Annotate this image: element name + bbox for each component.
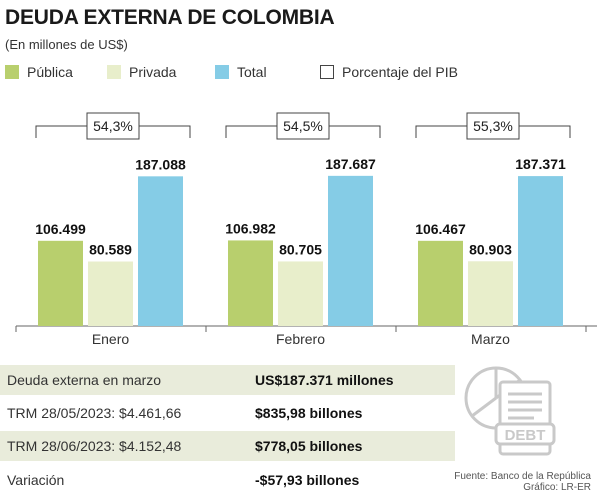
credit-line: Gráfico: LR-ER: [523, 482, 591, 493]
pib-percent-label: 54,3%: [93, 118, 133, 134]
bar-value-label: 80.903: [469, 241, 512, 257]
bar-value-label: 80.705: [279, 241, 322, 257]
chart-subtitle: (En millones de US$): [5, 37, 128, 52]
pib-percent-label: 54,5%: [283, 118, 323, 134]
bar-value-label: 187.088: [135, 156, 186, 172]
bar: [328, 175, 373, 326]
table-row-value: $778,05 billones: [255, 438, 363, 454]
debt-icon: DEBT: [464, 366, 556, 456]
legend-label-total: Total: [237, 64, 267, 80]
bar: [228, 240, 273, 326]
legend-item-publica: Pública: [5, 64, 73, 80]
table-row: TRM 28/05/2023: $4.461,66 $835,98 billon…: [0, 398, 455, 428]
x-tick-label: Febrero: [276, 331, 325, 347]
table-row-label: Variación: [7, 472, 65, 488]
bar: [468, 261, 513, 326]
pib-box: [276, 112, 330, 140]
legend-label-privada: Privada: [129, 64, 177, 80]
pib-box: [86, 112, 140, 140]
bar: [418, 240, 463, 326]
legend-label-publica: Pública: [27, 64, 73, 80]
chart-title: DEUDA EXTERNA DE COLOMBIA: [5, 6, 335, 29]
table-row-label: TRM 28/05/2023: $4.461,66: [7, 405, 182, 421]
table-row-label: TRM 28/06/2023: $4.152,48: [7, 438, 182, 454]
bar-value-label: 187.687: [325, 156, 376, 172]
x-tick-label: Marzo: [471, 331, 510, 347]
legend-item-total: Total: [215, 64, 267, 80]
debt-icon-text: DEBT: [505, 427, 546, 444]
source-line: Fuente: Banco de la República: [454, 471, 591, 482]
bar-value-label: 106.982: [225, 220, 276, 236]
legend-swatch-publica: [5, 65, 19, 79]
legend-item-privada: Privada: [107, 64, 176, 80]
source-note: Fuente: Banco de la República Gráfico: L…: [454, 471, 591, 493]
pib-percent-label: 55,3%: [473, 118, 513, 134]
legend: Pública Privada Total Porcentaje del PIB: [5, 64, 595, 82]
bar-value-label: 106.467: [415, 221, 466, 237]
bar-chart: 106.49980.589187.088Enero54,3%106.98280.…: [15, 112, 597, 347]
pib-box: [466, 112, 520, 140]
bar: [38, 240, 83, 326]
legend-label-pib: Porcentaje del PIB: [342, 64, 458, 80]
bar: [138, 176, 183, 326]
legend-swatch-pib: [320, 65, 334, 79]
bar: [88, 261, 133, 326]
legend-item-pib: Porcentaje del PIB: [320, 64, 458, 80]
bar: [518, 176, 563, 326]
bar: [278, 261, 323, 326]
bar-value-label: 106.499: [35, 221, 86, 237]
table-row-value: $835,98 billones: [255, 405, 363, 421]
table-row: Deuda externa en marzo US$187.371 millon…: [0, 365, 455, 395]
table-row-value: -$57,93 billones: [255, 472, 360, 488]
x-tick-label: Enero: [92, 331, 130, 347]
bar-value-label: 187.371: [515, 156, 566, 172]
legend-swatch-privada: [107, 65, 121, 79]
bar-value-label: 80.589: [89, 242, 132, 258]
legend-swatch-total: [215, 65, 229, 79]
table-row: Variación -$57,93 billones: [0, 465, 455, 495]
table-row-value: US$187.371 millones: [255, 372, 394, 388]
table-row: TRM 28/06/2023: $4.152,48 $778,05 billon…: [0, 431, 455, 461]
table-row-label: Deuda externa en marzo: [7, 372, 162, 388]
